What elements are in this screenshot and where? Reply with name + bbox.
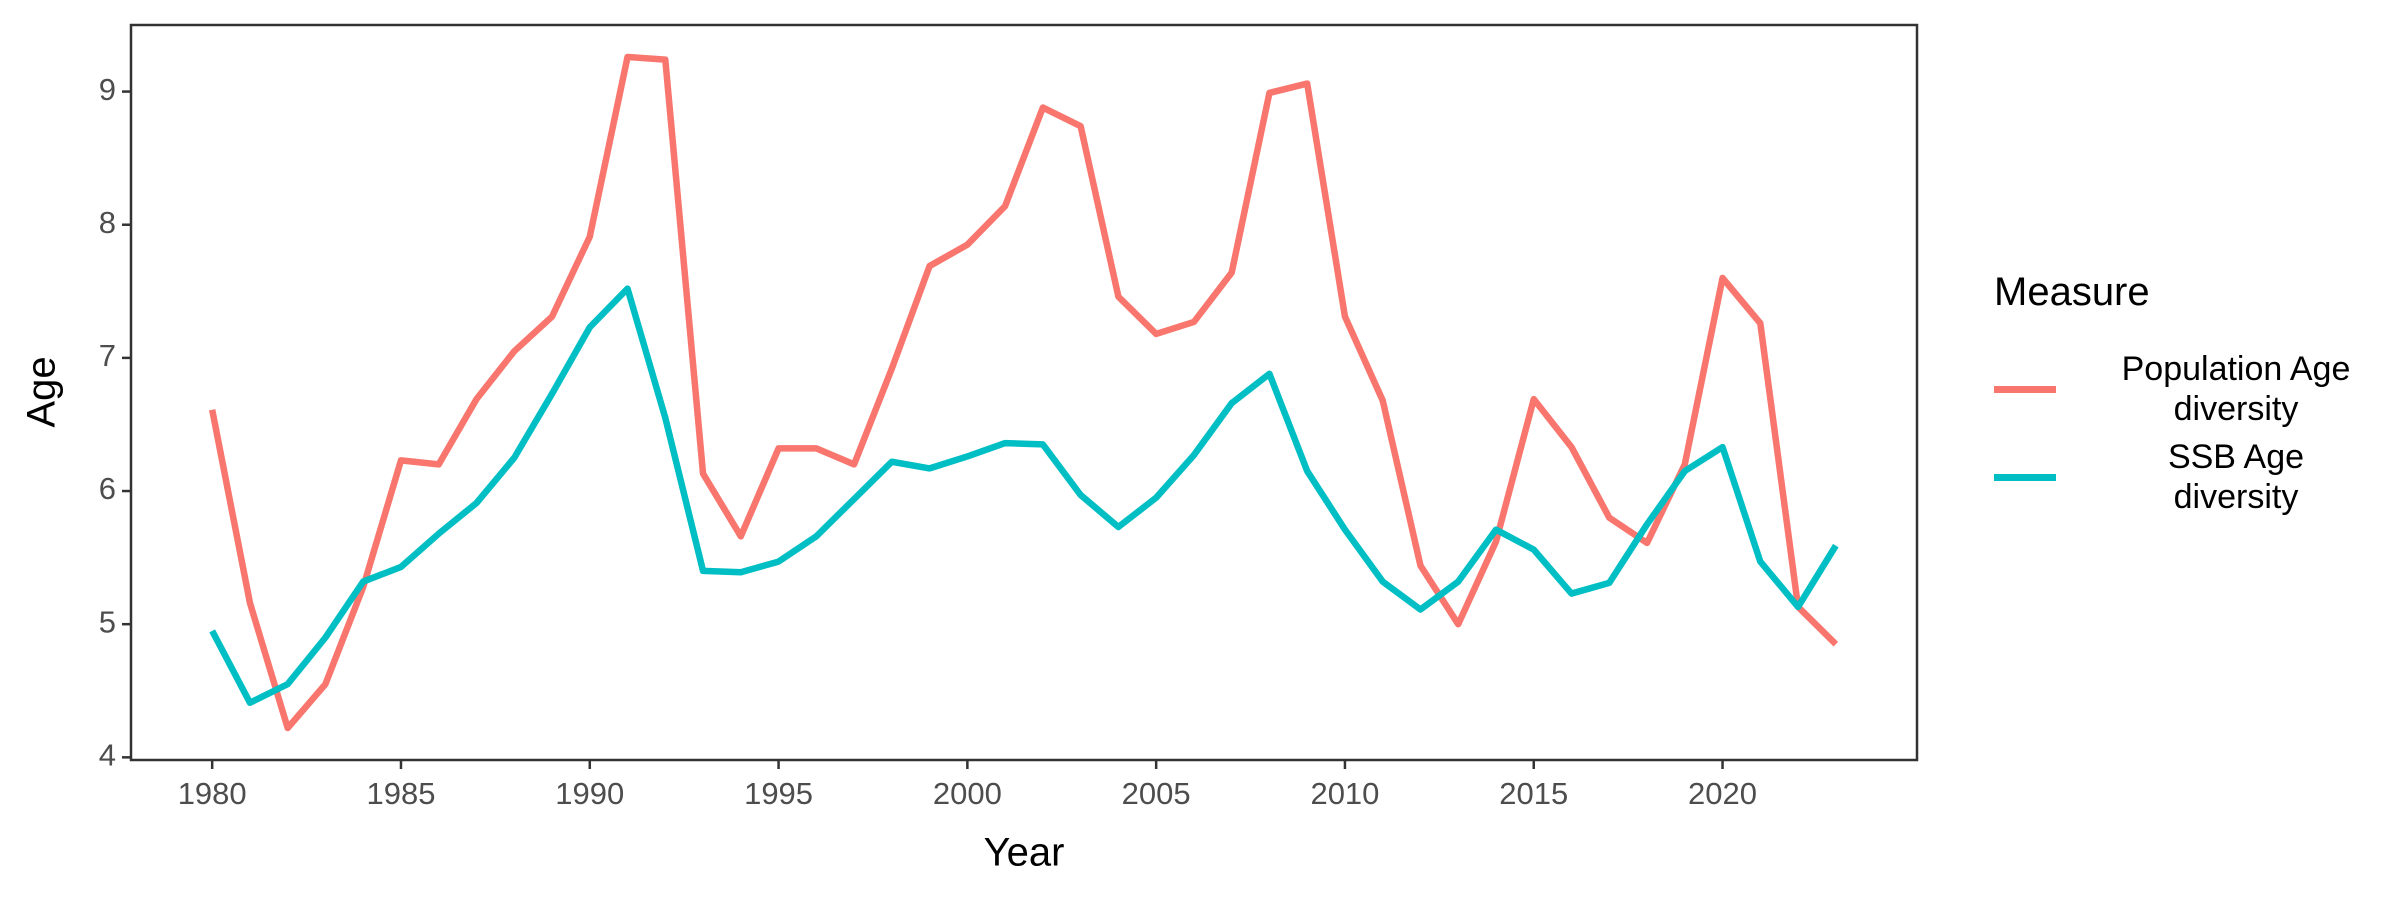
x-tick-label: 2010 xyxy=(1310,776,1379,811)
legend-key xyxy=(1994,385,2056,393)
legend-title: Measure xyxy=(1994,270,2150,314)
y-tick-label: 5 xyxy=(99,604,116,639)
legend-item: SSB Age diversity xyxy=(1994,433,2396,521)
legend-key xyxy=(1994,473,2056,481)
y-axis-title: Age xyxy=(20,356,64,427)
y-tick-label: 4 xyxy=(99,738,116,773)
legend-label: Population Age diversity xyxy=(2121,350,2351,428)
legend-label: SSB Age diversity xyxy=(2167,438,2305,516)
legend: Measure Population Age diversity SSB Age … xyxy=(1994,270,2396,521)
legend-item: Population Age diversity xyxy=(1994,345,2396,433)
x-tick-label: 2020 xyxy=(1688,776,1757,811)
x-tick-label: 1990 xyxy=(555,776,624,811)
x-tick-label: 1980 xyxy=(178,776,247,811)
plot-panel xyxy=(129,23,1919,762)
series-line xyxy=(209,285,1839,706)
x-tick-label: 2015 xyxy=(1499,776,1568,811)
x-tick-label: 1985 xyxy=(366,776,435,811)
x-tick-label: 1995 xyxy=(744,776,813,811)
y-tick-label: 9 xyxy=(99,72,116,107)
x-tick-label: 2005 xyxy=(1122,776,1191,811)
series-line xyxy=(208,53,1839,732)
x-tick-label: 2000 xyxy=(933,776,1002,811)
y-tick-label: 8 xyxy=(99,205,116,240)
x-axis-title: Year xyxy=(984,831,1065,875)
y-tick-label: 7 xyxy=(99,338,116,373)
y-tick-label: 6 xyxy=(99,471,116,506)
